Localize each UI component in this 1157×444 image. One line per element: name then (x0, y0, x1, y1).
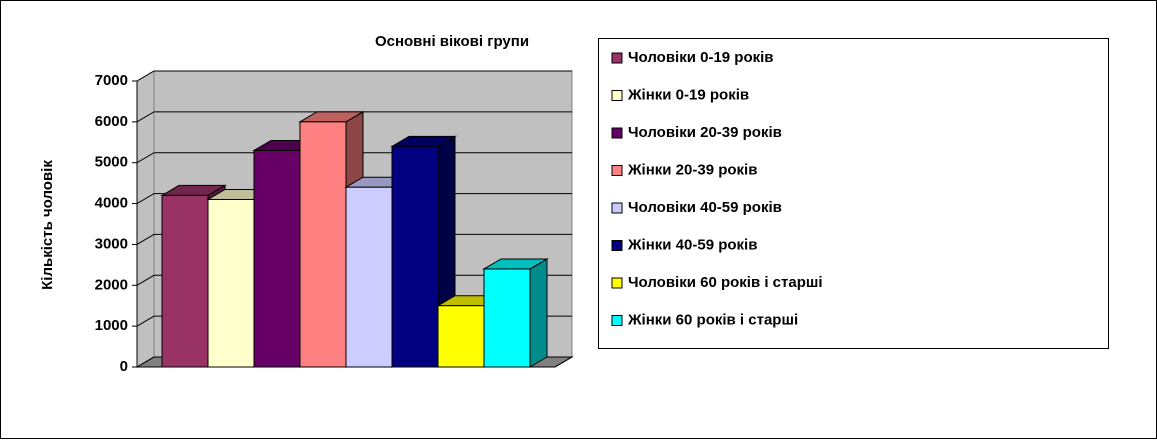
legend-swatch (611, 90, 623, 101)
bar (207, 198, 255, 368)
bar (253, 149, 301, 368)
grid-line (136, 111, 572, 123)
legend-label: Жінки 60 років і старші (627, 311, 798, 328)
bar (437, 305, 485, 368)
y-tick-label: 6000 (95, 113, 128, 130)
x-axis-depth (554, 356, 573, 368)
y-tick-label: 3000 (95, 235, 128, 252)
bar (483, 268, 531, 368)
legend-swatch (611, 165, 623, 176)
y-tick-label: 2000 (95, 276, 128, 293)
bar (391, 145, 439, 368)
grid-line (136, 70, 572, 82)
legend-swatch (611, 315, 623, 326)
legend-swatch (611, 52, 623, 64)
y-axis-label: Кількість чоловік (39, 160, 56, 290)
legend-label: Чоловіки 40-59 років (628, 199, 782, 216)
y-tick-label: 5000 (95, 154, 128, 171)
legend-label: Чоловіки 20-39 років (628, 124, 782, 141)
bar-side (529, 258, 548, 368)
legend-swatch (611, 202, 623, 214)
legend-label: Жінки 20-39 років (627, 161, 757, 178)
legend-label: Жінки 0-19 років (627, 86, 749, 103)
side-wall (136, 70, 155, 368)
legend-swatch (611, 240, 623, 251)
y-tick-label: 4000 (95, 195, 128, 212)
legend-label: Чоловіки 0-19 років (628, 49, 774, 66)
legend-label: Чоловіки 60 років і старші (628, 274, 823, 291)
legend-box (598, 38, 1109, 349)
bar (345, 186, 393, 368)
y-tick-label: 1000 (95, 317, 128, 334)
bar (161, 194, 209, 368)
y-tick-label: 7000 (95, 72, 128, 89)
bar (299, 121, 347, 368)
y-tick-label: 0 (120, 358, 128, 375)
legend-swatch (611, 127, 623, 139)
legend-swatch (611, 277, 623, 289)
legend-label: Жінки 40-59 років (627, 236, 757, 253)
chart-title: Основні вікові групи (375, 33, 529, 50)
